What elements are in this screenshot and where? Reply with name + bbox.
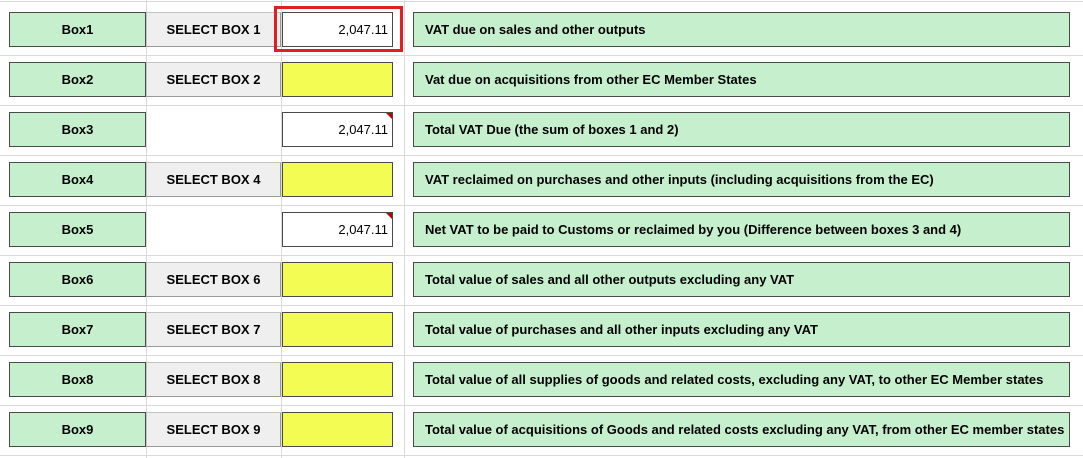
vat-row-box3: Box3 2,047.11 Total VAT Due (the sum of …: [0, 112, 1083, 147]
box-label: Box9: [9, 412, 146, 447]
box-label: Box5: [9, 212, 146, 247]
select-box-1-button[interactable]: SELECT BOX 1: [146, 12, 281, 47]
box3-description: Total VAT Due (the sum of boxes 1 and 2): [413, 112, 1070, 147]
box1-value-cell[interactable]: 2,047.11: [282, 12, 393, 47]
vat-row-box5: Box5 2,047.11 Net VAT to be paid to Cust…: [0, 212, 1083, 247]
box8-value-cell[interactable]: [282, 362, 393, 397]
select-box-2-button[interactable]: SELECT BOX 2: [146, 62, 281, 97]
box-label: Box3: [9, 112, 146, 147]
vat-row-box1: Box1 SELECT BOX 1 2,047.11 VAT due on sa…: [0, 12, 1083, 47]
box-label: Box1: [9, 12, 146, 47]
vat-row-box9: Box9 SELECT BOX 9 Total value of acquisi…: [0, 412, 1083, 447]
box8-description: Total value of all supplies of goods and…: [413, 362, 1070, 397]
box3-value-cell[interactable]: 2,047.11: [282, 112, 393, 147]
box9-value-cell[interactable]: [282, 412, 393, 447]
select-box-4-button[interactable]: SELECT BOX 4: [146, 162, 281, 197]
box4-description: VAT reclaimed on purchases and other inp…: [413, 162, 1070, 197]
box-label: Box8: [9, 362, 146, 397]
box1-description: VAT due on sales and other outputs: [413, 12, 1070, 47]
select-box-6-button[interactable]: SELECT BOX 6: [146, 262, 281, 297]
box2-value-cell[interactable]: [282, 62, 393, 97]
vat-row-box8: Box8 SELECT BOX 8 Total value of all sup…: [0, 362, 1083, 397]
box-label: Box6: [9, 262, 146, 297]
box6-value-cell[interactable]: [282, 262, 393, 297]
box6-description: Total value of sales and all other outpu…: [413, 262, 1070, 297]
select-box-8-button[interactable]: SELECT BOX 8: [146, 362, 281, 397]
vat-row-box2: Box2 SELECT BOX 2 Vat due on acquisition…: [0, 62, 1083, 97]
select-box-9-button[interactable]: SELECT BOX 9: [146, 412, 281, 447]
select-box-7-button[interactable]: SELECT BOX 7: [146, 312, 281, 347]
box5-description: Net VAT to be paid to Customs or reclaim…: [413, 212, 1070, 247]
box9-description: Total value of acquisitions of Goods and…: [413, 412, 1070, 447]
box-label: Box7: [9, 312, 146, 347]
box7-value-cell[interactable]: [282, 312, 393, 347]
box2-description: Vat due on acquisitions from other EC Me…: [413, 62, 1070, 97]
vat-row-box4: Box4 SELECT BOX 4 VAT reclaimed on purch…: [0, 162, 1083, 197]
box5-value-cell[interactable]: 2,047.11: [282, 212, 393, 247]
vat-row-box7: Box7 SELECT BOX 7 Total value of purchas…: [0, 312, 1083, 347]
box-label: Box2: [9, 62, 146, 97]
vat-row-box6: Box6 SELECT BOX 6 Total value of sales a…: [0, 262, 1083, 297]
box-label: Box4: [9, 162, 146, 197]
box7-description: Total value of purchases and all other i…: [413, 312, 1070, 347]
active-cell-highlight: [274, 6, 403, 52]
box4-value-cell[interactable]: [282, 162, 393, 197]
